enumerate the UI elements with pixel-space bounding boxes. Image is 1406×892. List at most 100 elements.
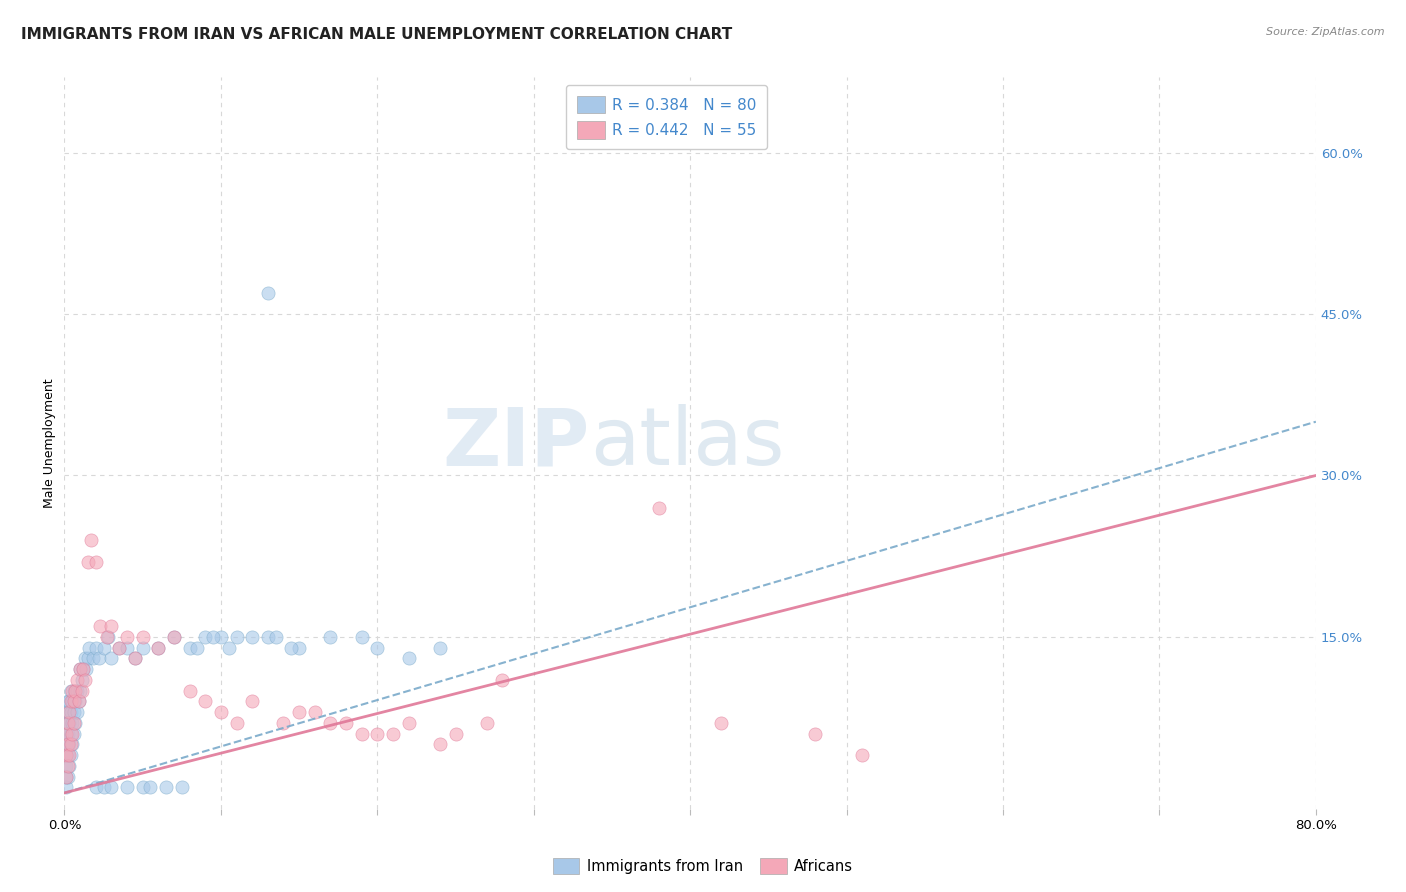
- Point: [58, 715, 80, 730]
- Point: [80, 533, 103, 547]
- Point: [288, 705, 311, 719]
- Point: [93, 780, 115, 795]
- Text: atlas: atlas: [591, 404, 785, 483]
- Point: [148, 640, 170, 655]
- Point: [491, 673, 513, 687]
- Point: [60, 694, 83, 708]
- Point: [59, 738, 82, 752]
- Point: [115, 780, 138, 795]
- Text: ZIP: ZIP: [443, 404, 591, 483]
- Point: [77, 555, 100, 569]
- Point: [648, 500, 671, 515]
- Point: [155, 780, 177, 795]
- Point: [710, 715, 733, 730]
- Point: [170, 780, 193, 795]
- Point: [429, 738, 451, 752]
- Point: [56, 770, 79, 784]
- Point: [73, 673, 96, 687]
- Point: [79, 640, 101, 655]
- Y-axis label: Male Unemployment: Male Unemployment: [44, 378, 56, 508]
- Point: [304, 705, 326, 719]
- Point: [66, 673, 89, 687]
- Point: [55, 715, 77, 730]
- Point: [55, 727, 77, 741]
- Point: [398, 651, 420, 665]
- Point: [55, 748, 77, 763]
- Text: Source: ZipAtlas.com: Source: ZipAtlas.com: [1267, 27, 1385, 37]
- Point: [804, 727, 827, 741]
- Point: [63, 694, 86, 708]
- Legend: R = 0.384   N = 80, R = 0.442   N = 55: R = 0.384 N = 80, R = 0.442 N = 55: [567, 85, 768, 149]
- Point: [93, 640, 115, 655]
- Point: [56, 748, 79, 763]
- Point: [55, 727, 77, 741]
- Point: [59, 748, 82, 763]
- Point: [350, 630, 373, 644]
- Point: [67, 694, 90, 708]
- Point: [73, 651, 96, 665]
- Point: [256, 285, 278, 300]
- Point: [60, 715, 83, 730]
- Point: [77, 651, 100, 665]
- Point: [209, 630, 232, 644]
- Point: [381, 727, 404, 741]
- Point: [335, 715, 357, 730]
- Point: [55, 770, 77, 784]
- Point: [63, 705, 86, 719]
- Point: [240, 630, 263, 644]
- Point: [444, 727, 467, 741]
- Point: [56, 715, 79, 730]
- Point: [55, 780, 77, 795]
- Point: [70, 673, 93, 687]
- Point: [115, 630, 138, 644]
- Point: [58, 748, 80, 763]
- Point: [56, 694, 79, 708]
- Point: [55, 705, 77, 719]
- Point: [273, 715, 295, 730]
- Point: [475, 715, 498, 730]
- Point: [194, 630, 217, 644]
- Point: [59, 727, 82, 741]
- Point: [108, 640, 131, 655]
- Point: [100, 780, 122, 795]
- Point: [179, 683, 201, 698]
- Text: IMMIGRANTS FROM IRAN VS AFRICAN MALE UNEMPLOYMENT CORRELATION CHART: IMMIGRANTS FROM IRAN VS AFRICAN MALE UNE…: [21, 27, 733, 42]
- Point: [319, 630, 342, 644]
- Point: [319, 715, 342, 730]
- Point: [65, 694, 87, 708]
- Point: [60, 683, 83, 698]
- Point: [56, 738, 79, 752]
- Point: [350, 727, 373, 741]
- Point: [66, 705, 89, 719]
- Point: [398, 715, 420, 730]
- Point: [75, 662, 97, 676]
- Point: [82, 651, 104, 665]
- Point: [131, 630, 153, 644]
- Point: [84, 780, 107, 795]
- Point: [366, 640, 388, 655]
- Point: [148, 640, 170, 655]
- Point: [55, 770, 77, 784]
- Point: [131, 640, 153, 655]
- Point: [55, 748, 77, 763]
- Point: [225, 630, 247, 644]
- Point: [288, 640, 311, 655]
- Point: [56, 727, 79, 741]
- Point: [63, 715, 86, 730]
- Point: [131, 780, 153, 795]
- Point: [56, 705, 79, 719]
- Point: [256, 630, 278, 644]
- Point: [194, 694, 217, 708]
- Point: [65, 715, 87, 730]
- Point: [186, 640, 208, 655]
- Point: [58, 694, 80, 708]
- Point: [66, 683, 89, 698]
- Point: [58, 759, 80, 773]
- Point: [179, 640, 201, 655]
- Point: [72, 662, 94, 676]
- Point: [209, 705, 232, 719]
- Point: [84, 640, 107, 655]
- Point: [60, 727, 83, 741]
- Point: [56, 715, 79, 730]
- Point: [163, 630, 186, 644]
